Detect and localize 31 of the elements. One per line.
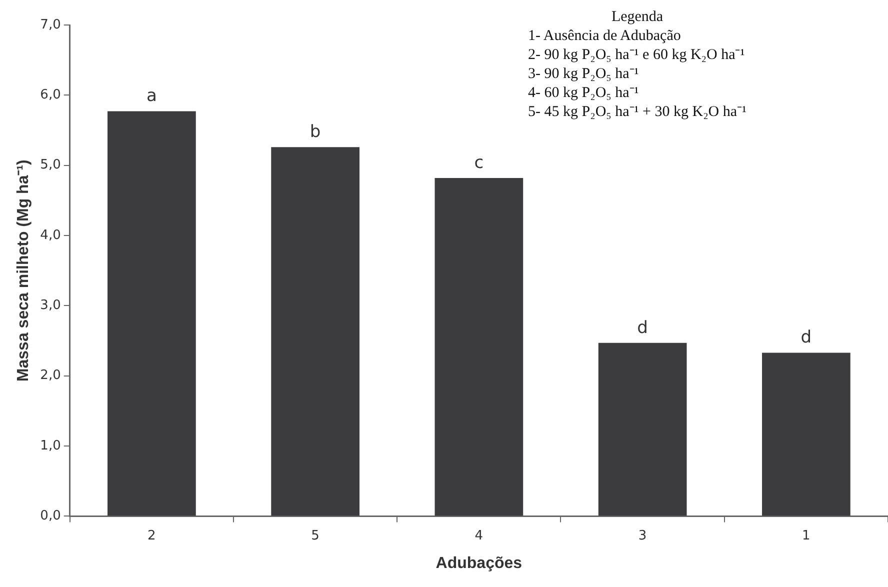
annotation: a xyxy=(146,86,157,106)
y-tick-label: 0,0 xyxy=(40,508,61,524)
annotation: 4- 60 kg P₂O₅ ha⁻¹ xyxy=(528,84,640,103)
x-tick-label: 3 xyxy=(638,528,647,544)
bar xyxy=(598,342,687,516)
annotation: 3- 90 kg P₂O₅ ha⁻¹ xyxy=(528,65,640,84)
y-tick-label: 3,0 xyxy=(40,298,61,314)
x-tick-label: 1 xyxy=(802,528,810,544)
annotation: 5- 45 kg P₂O₅ ha⁻¹ + 30 kg K₂O ha⁻¹ xyxy=(528,103,747,122)
y-tick-label: 6,0 xyxy=(40,88,61,103)
x-tick-label: 5 xyxy=(311,528,320,544)
annotation: Legenda xyxy=(610,8,664,27)
bar xyxy=(271,147,360,516)
annotation: d xyxy=(800,328,812,348)
y-axis-title: Massa seca milheto (Mg ha⁻¹) xyxy=(15,160,32,382)
y-tick-label: 2,0 xyxy=(40,368,61,384)
y-tick-label: 7,0 xyxy=(40,17,61,32)
x-axis-title: Adubações xyxy=(436,554,522,572)
annotation: 2- 90 kg P₂O₅ ha⁻¹ e 60 kg K₂O ha⁻¹ xyxy=(528,46,746,65)
x-tick-label: 4 xyxy=(474,528,484,544)
bar xyxy=(108,111,196,516)
annotation: 1- Ausência de Adubação xyxy=(528,27,682,46)
bar xyxy=(762,352,850,516)
y-tick-label: 5,0 xyxy=(40,158,61,173)
bar xyxy=(434,178,524,516)
y-tick-label: 4,0 xyxy=(40,228,61,243)
annotation: b xyxy=(310,122,321,142)
y-tick-label: 1,0 xyxy=(40,438,61,454)
x-tick-label: 2 xyxy=(148,528,156,544)
annotation: d xyxy=(637,318,648,338)
annotation: c xyxy=(474,152,484,173)
